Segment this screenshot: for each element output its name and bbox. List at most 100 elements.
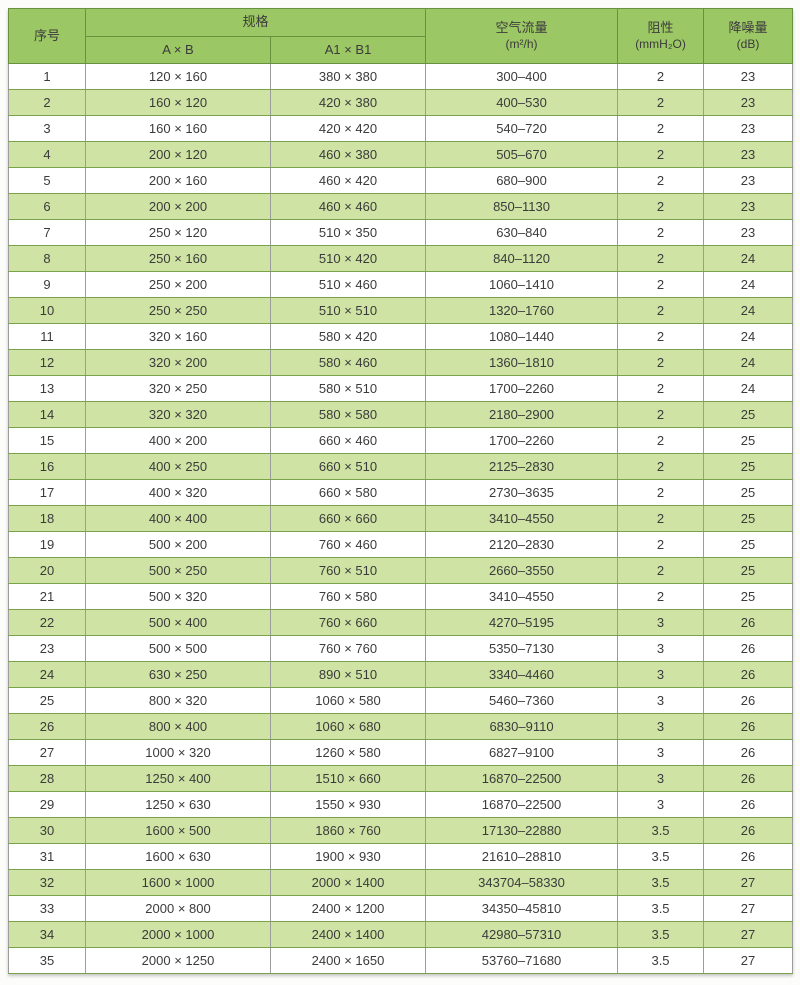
cell-noise-reduction: 26 (703, 843, 794, 870)
cell-resistance: 2 (617, 557, 705, 584)
cell-serial-number: 18 (8, 505, 86, 532)
cell-airflow-range: 5350–7130 (425, 635, 619, 662)
table-row: 33 2000 × 800 2400 × 1200 34350–45810 3.5 27 (8, 895, 794, 922)
cell-resistance: 3 (617, 713, 705, 740)
cell-noise-reduction: 24 (703, 271, 794, 298)
cell-serial-number: 20 (8, 557, 86, 584)
header-resistance: 阻性 (mmH₂O) (617, 8, 705, 64)
cell-spec-axb: 400 × 400 (85, 505, 271, 532)
cell-serial-number: 17 (8, 479, 86, 506)
cell-noise-reduction: 24 (703, 297, 794, 324)
table-row: 3 160 × 160 420 × 420 540–720 2 23 (8, 115, 794, 142)
cell-noise-reduction: 26 (703, 661, 794, 688)
cell-serial-number: 26 (8, 713, 86, 740)
cell-noise-reduction: 23 (703, 193, 794, 220)
cell-resistance: 2 (617, 271, 705, 298)
cell-resistance: 2 (617, 583, 705, 610)
cell-noise-reduction: 26 (703, 739, 794, 766)
cell-spec-a1xb1: 380 × 380 (269, 63, 427, 90)
cell-airflow-range: 16870–22500 (425, 791, 619, 818)
cell-spec-axb: 500 × 400 (85, 609, 271, 636)
cell-airflow-range: 6827–9100 (425, 739, 619, 766)
cell-airflow-range: 1700–2260 (425, 375, 619, 402)
table-row: 6 200 × 200 460 × 460 850–1130 2 23 (8, 193, 794, 220)
cell-resistance: 3.5 (617, 843, 705, 870)
cell-noise-reduction: 24 (703, 245, 794, 272)
cell-resistance: 2 (617, 505, 705, 532)
cell-airflow-range: 53760–71680 (425, 947, 619, 974)
table-row: 17 400 × 320 660 × 580 2730–3635 2 25 (8, 479, 794, 506)
cell-spec-axb: 320 × 250 (85, 375, 271, 402)
table-row: 12 320 × 200 580 × 460 1360–1810 2 24 (8, 349, 794, 376)
cell-spec-a1xb1: 460 × 460 (269, 193, 427, 220)
cell-resistance: 3 (617, 687, 705, 714)
cell-resistance: 2 (617, 349, 705, 376)
cell-noise-reduction: 24 (703, 375, 794, 402)
cell-airflow-range: 1060–1410 (425, 271, 619, 298)
cell-airflow-range: 1700–2260 (425, 427, 619, 454)
cell-spec-axb: 400 × 250 (85, 453, 271, 480)
cell-noise-reduction: 25 (703, 583, 794, 610)
cell-spec-axb: 500 × 250 (85, 557, 271, 584)
cell-spec-axb: 400 × 320 (85, 479, 271, 506)
cell-spec-a1xb1: 1860 × 760 (269, 817, 427, 844)
table-row: 35 2000 × 1250 2400 × 1650 53760–71680 3.5 27 (8, 947, 794, 974)
cell-spec-a1xb1: 2000 × 1400 (269, 869, 427, 896)
cell-spec-a1xb1: 460 × 380 (269, 141, 427, 168)
header-noise-reduction-title: 降噪量 (728, 19, 768, 35)
cell-spec-a1xb1: 460 × 420 (269, 167, 427, 194)
header-noise-reduction-unit: (dB) (736, 36, 760, 51)
cell-spec-axb: 1600 × 630 (85, 843, 271, 870)
cell-spec-a1xb1: 760 × 510 (269, 557, 427, 584)
table-row: 29 1250 × 630 1550 × 930 16870–22500 3 26 (8, 791, 794, 818)
table-row: 25 800 × 320 1060 × 580 5460–7360 3 26 (8, 687, 794, 714)
cell-noise-reduction: 25 (703, 401, 794, 428)
cell-airflow-range: 3340–4460 (425, 661, 619, 688)
table-row: 4 200 × 120 460 × 380 505–670 2 23 (8, 141, 794, 168)
cell-resistance: 3.5 (617, 947, 705, 974)
table-row: 16 400 × 250 660 × 510 2125–2830 2 25 (8, 453, 794, 480)
cell-airflow-range: 2120–2830 (425, 531, 619, 558)
cell-airflow-range: 840–1120 (425, 245, 619, 272)
table-row: 23 500 × 500 760 × 760 5350–7130 3 26 (8, 635, 794, 662)
cell-noise-reduction: 25 (703, 531, 794, 558)
cell-noise-reduction: 26 (703, 791, 794, 818)
table-row: 24 630 × 250 890 × 510 3340–4460 3 26 (8, 661, 794, 688)
cell-resistance: 2 (617, 323, 705, 350)
cell-spec-axb: 1600 × 500 (85, 817, 271, 844)
cell-spec-axb: 250 × 200 (85, 271, 271, 298)
cell-spec-axb: 250 × 120 (85, 219, 271, 246)
cell-serial-number: 3 (8, 115, 86, 142)
cell-noise-reduction: 25 (703, 427, 794, 454)
table-row: 27 1000 × 320 1260 × 580 6827–9100 3 26 (8, 739, 794, 766)
cell-serial-number: 32 (8, 869, 86, 896)
cell-airflow-range: 540–720 (425, 115, 619, 142)
cell-airflow-range: 16870–22500 (425, 765, 619, 792)
cell-serial-number: 34 (8, 921, 86, 948)
table-row: 18 400 × 400 660 × 660 3410–4550 2 25 (8, 505, 794, 532)
cell-spec-axb: 160 × 120 (85, 89, 271, 116)
cell-spec-axb: 1250 × 400 (85, 765, 271, 792)
cell-spec-axb: 400 × 200 (85, 427, 271, 454)
cell-airflow-range: 630–840 (425, 219, 619, 246)
header-serial-number: 序号 (8, 8, 86, 64)
cell-spec-a1xb1: 2400 × 1200 (269, 895, 427, 922)
cell-spec-axb: 200 × 120 (85, 141, 271, 168)
table-row: 22 500 × 400 760 × 660 4270–5195 3 26 (8, 609, 794, 636)
cell-noise-reduction: 23 (703, 63, 794, 90)
cell-spec-axb: 2000 × 1000 (85, 921, 271, 948)
cell-spec-a1xb1: 660 × 660 (269, 505, 427, 532)
cell-spec-a1xb1: 1510 × 660 (269, 765, 427, 792)
cell-noise-reduction: 25 (703, 453, 794, 480)
header-airflow-title: 空气流量 (495, 19, 548, 35)
table-row: 14 320 × 320 580 × 580 2180–2900 2 25 (8, 401, 794, 428)
cell-resistance: 2 (617, 427, 705, 454)
cell-spec-a1xb1: 420 × 420 (269, 115, 427, 142)
cell-spec-a1xb1: 760 × 580 (269, 583, 427, 610)
header-noise-reduction: 降噪量 (dB) (703, 8, 794, 64)
cell-spec-a1xb1: 1550 × 930 (269, 791, 427, 818)
cell-airflow-range: 300–400 (425, 63, 619, 90)
table-row: 2 160 × 120 420 × 380 400–530 2 23 (8, 89, 794, 116)
cell-noise-reduction: 24 (703, 323, 794, 350)
cell-resistance: 3 (617, 609, 705, 636)
